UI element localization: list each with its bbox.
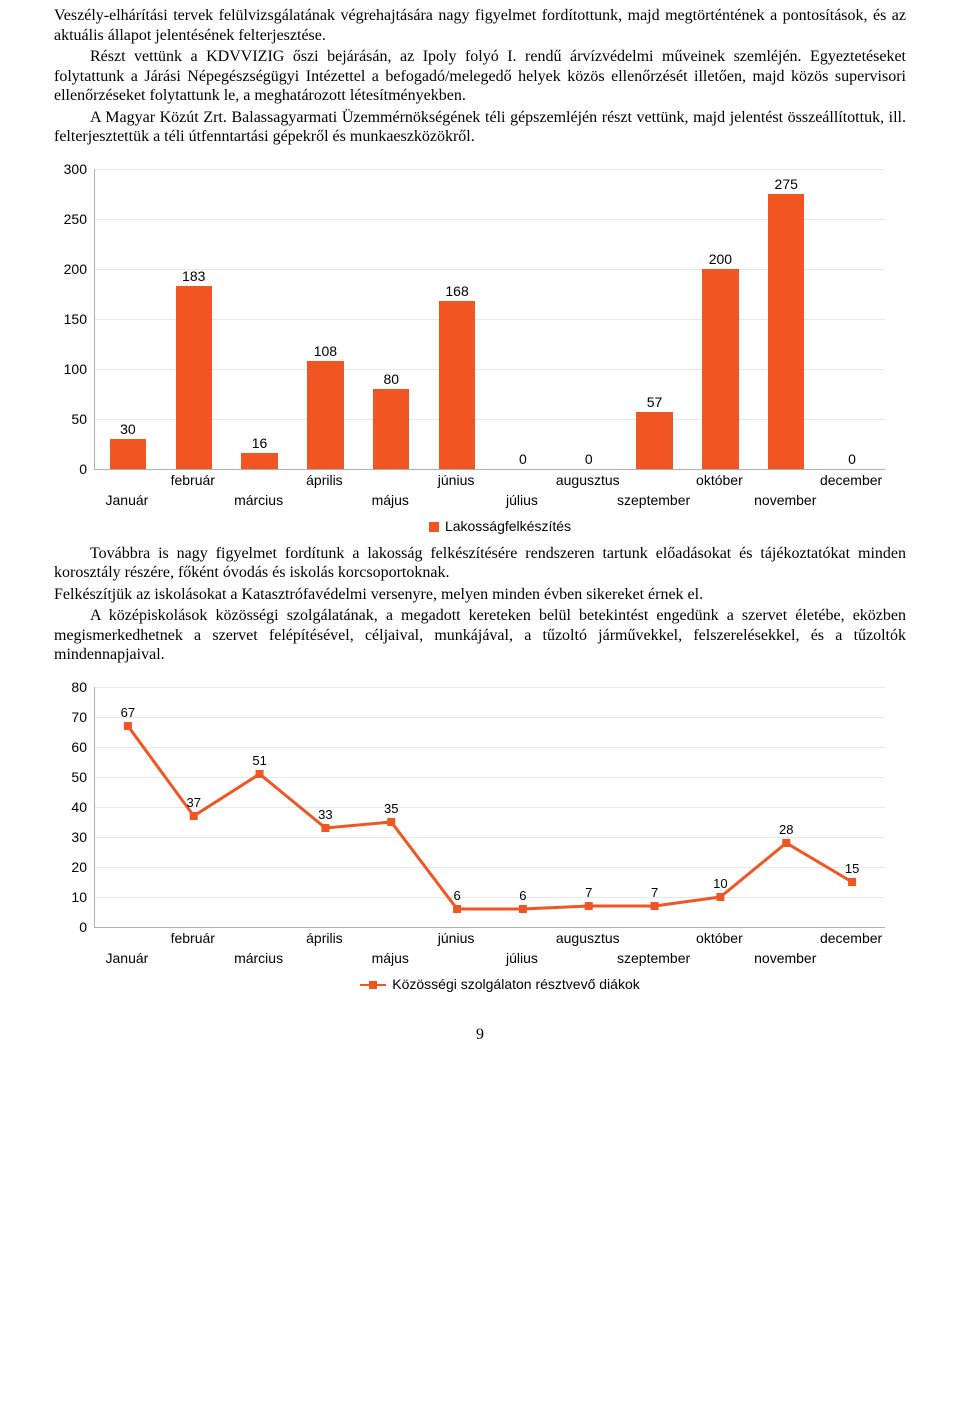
ytick-label: 30	[71, 829, 95, 845]
ytick-label: 0	[79, 461, 95, 477]
bar: 168	[439, 301, 475, 469]
point-value-label: 35	[384, 801, 398, 816]
bar-value-label: 275	[775, 176, 798, 194]
point-value-label: 7	[585, 885, 592, 900]
ytick-label: 80	[71, 679, 95, 695]
xlabel: november	[754, 950, 816, 966]
xlabel: augusztus	[556, 472, 620, 488]
bar-value-label: 168	[445, 283, 468, 301]
xlabel: március	[234, 950, 283, 966]
xlabel: október	[696, 930, 743, 946]
ytick-label: 50	[71, 411, 95, 427]
bar: 183	[176, 286, 212, 469]
bar: 275	[768, 194, 804, 469]
bar: 57	[636, 412, 672, 469]
bar-chart-legend: Lakosságfelkészítés	[94, 518, 906, 534]
xlabel: február	[171, 472, 215, 488]
xlabel: szeptember	[617, 492, 690, 508]
xlabel: július	[506, 492, 538, 508]
paragraph-6: A középiskolások közösségi szolgálatának…	[54, 606, 906, 665]
xlabel: december	[820, 930, 882, 946]
xlabel: október	[696, 472, 743, 488]
line-chart-legend-text: Közösségi szolgálaton résztvevő diákok	[392, 976, 639, 992]
bar-chart-plot: 0501001502002503003018316108801680057200…	[94, 169, 885, 470]
ytick-label: 0	[79, 919, 95, 935]
page-number: 9	[54, 1026, 906, 1044]
point-value-label: 15	[845, 861, 859, 876]
xlabel: május	[372, 950, 409, 966]
bar-value-label: 80	[383, 371, 399, 389]
legend-line-icon	[360, 984, 386, 986]
paragraph-1: Veszély-elhárítási tervek felülvizsgálat…	[54, 6, 906, 45]
bar: 30	[110, 439, 146, 469]
xlabel: december	[820, 472, 882, 488]
bar-value-label: 0	[585, 451, 593, 469]
xlabel: Január	[106, 950, 149, 966]
xlabel: május	[372, 492, 409, 508]
bar-chart-xlabels: február április június augusztus október dece…	[94, 470, 884, 514]
ytick-label: 60	[71, 739, 95, 755]
line-chart-plot: 0102030405060708067375133356677102815	[94, 687, 885, 928]
bar-value-label: 183	[182, 268, 205, 286]
point-value-label: 37	[187, 795, 201, 810]
bar-value-label: 0	[848, 451, 856, 469]
xlabel: november	[754, 492, 816, 508]
ytick-label: 40	[71, 799, 95, 815]
point-value-label: 6	[519, 888, 526, 903]
point-value-label: 33	[318, 807, 332, 822]
line-chart: 0102030405060708067375133356677102815 fe…	[94, 687, 906, 992]
bar-chart: 0501001502002503003018316108801680057200…	[94, 169, 906, 534]
bar-value-label: 16	[252, 435, 268, 453]
bar-value-label: 0	[519, 451, 527, 469]
legend-swatch-icon	[429, 522, 439, 532]
xlabel: március	[234, 492, 283, 508]
line-chart-xlabels: február április június augusztus október dece…	[94, 928, 884, 972]
bar: 200	[702, 269, 738, 469]
bar: 80	[373, 389, 409, 469]
xlabel: június	[438, 472, 475, 488]
point-value-label: 67	[121, 705, 135, 720]
xlabel: június	[438, 930, 475, 946]
ytick-label: 50	[71, 769, 95, 785]
ytick-label: 250	[64, 211, 95, 227]
bar-chart-legend-text: Lakosságfelkészítés	[445, 518, 571, 534]
paragraph-3: A Magyar Közút Zrt. Balassagyarmati Üzem…	[54, 108, 906, 147]
xlabel: augusztus	[556, 930, 620, 946]
paragraph-2: Részt vettünk a KDVVIZIG őszi bejárásán,…	[54, 47, 906, 106]
point-value-label: 10	[713, 876, 727, 891]
ytick-label: 70	[71, 709, 95, 725]
xlabel: július	[506, 950, 538, 966]
point-value-label: 6	[453, 888, 460, 903]
ytick-label: 300	[64, 161, 95, 177]
bar-value-label: 57	[647, 394, 663, 412]
ytick-label: 150	[64, 311, 95, 327]
paragraph-4: Továbbra is nagy figyelmet fordítunk a l…	[54, 544, 906, 583]
point-value-label: 28	[779, 822, 793, 837]
bar: 108	[307, 361, 343, 469]
point-value-label: 7	[651, 885, 658, 900]
bar-value-label: 200	[709, 251, 732, 269]
xlabel: február	[171, 930, 215, 946]
ytick-label: 20	[71, 859, 95, 875]
point-value-label: 51	[252, 753, 266, 768]
line-chart-legend: Közösségi szolgálaton résztvevő diákok	[94, 976, 906, 992]
paragraph-5: Felkészítjük az iskolásokat a Katasztróf…	[54, 585, 906, 605]
xlabel: Január	[106, 492, 149, 508]
bar-value-label: 30	[120, 421, 136, 439]
ytick-label: 100	[64, 361, 95, 377]
ytick-label: 200	[64, 261, 95, 277]
xlabel: április	[306, 472, 343, 488]
ytick-label: 10	[71, 889, 95, 905]
bar-value-label: 108	[314, 343, 337, 361]
xlabel: április	[306, 930, 343, 946]
xlabel: szeptember	[617, 950, 690, 966]
bar: 16	[241, 453, 277, 469]
